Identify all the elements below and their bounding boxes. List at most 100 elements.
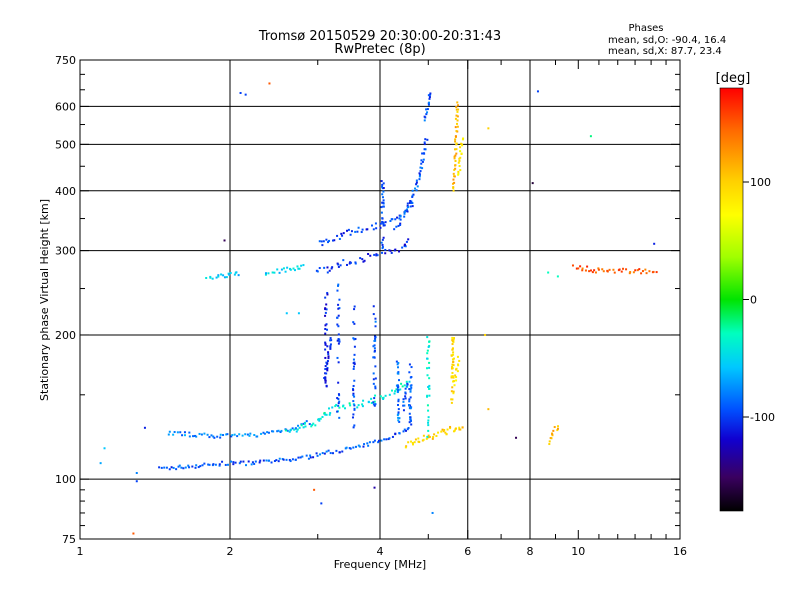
data-point bbox=[353, 345, 356, 348]
data-point bbox=[452, 351, 455, 354]
data-point bbox=[403, 245, 406, 248]
data-point bbox=[455, 376, 458, 379]
data-point bbox=[351, 416, 354, 419]
data-point bbox=[332, 239, 335, 242]
data-point bbox=[397, 400, 400, 403]
data-point bbox=[370, 401, 373, 404]
data-point bbox=[382, 236, 385, 239]
data-point bbox=[296, 265, 299, 268]
data-point bbox=[262, 459, 265, 462]
data-point bbox=[275, 459, 278, 462]
data-point bbox=[294, 458, 297, 461]
data-point bbox=[297, 312, 300, 315]
data-point bbox=[415, 179, 418, 182]
data-point bbox=[452, 187, 455, 190]
data-point bbox=[337, 402, 340, 405]
data-point bbox=[217, 274, 220, 277]
data-point bbox=[352, 446, 355, 449]
data-point bbox=[442, 430, 445, 433]
data-point bbox=[335, 449, 338, 452]
data-point bbox=[241, 434, 244, 437]
data-point bbox=[456, 101, 459, 104]
data-point bbox=[208, 436, 211, 439]
data-point bbox=[454, 126, 457, 129]
data-point bbox=[353, 407, 356, 410]
data-point bbox=[397, 419, 400, 422]
data-point bbox=[454, 167, 457, 170]
data-point bbox=[218, 463, 221, 466]
data-point bbox=[424, 138, 427, 141]
data-point bbox=[337, 398, 340, 401]
data-point bbox=[451, 371, 454, 374]
data-point bbox=[234, 271, 237, 274]
data-point bbox=[536, 90, 539, 93]
data-point bbox=[356, 406, 359, 409]
data-point bbox=[338, 400, 341, 403]
y-tick-label: 600 bbox=[55, 100, 76, 113]
data-point bbox=[425, 113, 428, 116]
data-point bbox=[215, 276, 218, 279]
data-point bbox=[423, 148, 426, 151]
data-point bbox=[324, 356, 327, 359]
data-point bbox=[409, 376, 412, 379]
data-point bbox=[183, 431, 186, 434]
data-point bbox=[237, 274, 240, 277]
data-point bbox=[551, 433, 554, 436]
data-point bbox=[378, 439, 381, 442]
data-point bbox=[325, 413, 328, 416]
data-point bbox=[316, 270, 319, 273]
colorbar: [deg] 100 0 -100 bbox=[716, 71, 775, 512]
data-point bbox=[338, 340, 341, 343]
data-point bbox=[338, 451, 341, 454]
data-point bbox=[455, 148, 458, 151]
data-point bbox=[453, 157, 456, 160]
data-point bbox=[352, 426, 355, 429]
data-point bbox=[428, 377, 431, 380]
data-point bbox=[324, 413, 327, 416]
data-point bbox=[404, 245, 407, 248]
data-point bbox=[271, 430, 274, 433]
data-point bbox=[556, 427, 559, 430]
data-point bbox=[372, 378, 375, 381]
chart-title: Tromsø 20150529 20:30:00-20:31:43 bbox=[258, 29, 501, 44]
data-point bbox=[487, 127, 490, 130]
data-point bbox=[373, 335, 376, 338]
data-point bbox=[380, 206, 383, 209]
data-point bbox=[132, 532, 135, 535]
data-point bbox=[323, 377, 326, 380]
data-point bbox=[367, 253, 370, 256]
data-point bbox=[622, 267, 625, 270]
data-point bbox=[374, 365, 377, 368]
data-point bbox=[372, 305, 375, 308]
data-point bbox=[342, 259, 345, 262]
data-point bbox=[250, 463, 253, 466]
data-point bbox=[601, 268, 604, 271]
data-point bbox=[400, 382, 403, 385]
data-point bbox=[409, 384, 412, 387]
y-tick-label: 75 bbox=[62, 533, 76, 546]
data-point bbox=[370, 397, 373, 400]
data-point bbox=[451, 386, 454, 389]
data-point bbox=[653, 242, 656, 245]
data-point bbox=[373, 400, 376, 403]
data-point bbox=[552, 429, 555, 432]
data-point bbox=[426, 357, 429, 360]
data-point bbox=[373, 356, 376, 359]
data-point bbox=[450, 401, 453, 404]
data-point bbox=[531, 182, 534, 185]
data-point bbox=[455, 130, 458, 133]
data-point bbox=[325, 385, 328, 388]
data-point bbox=[382, 182, 385, 185]
data-point bbox=[453, 357, 456, 360]
data-point bbox=[556, 275, 559, 278]
data-point bbox=[354, 337, 357, 340]
data-point bbox=[397, 224, 400, 227]
data-point bbox=[453, 181, 456, 184]
data-point bbox=[409, 396, 412, 399]
data-point bbox=[329, 347, 332, 350]
data-point bbox=[395, 225, 398, 228]
data-point bbox=[373, 397, 376, 400]
data-point bbox=[457, 170, 460, 173]
data-point bbox=[381, 246, 384, 249]
data-point bbox=[337, 333, 340, 336]
